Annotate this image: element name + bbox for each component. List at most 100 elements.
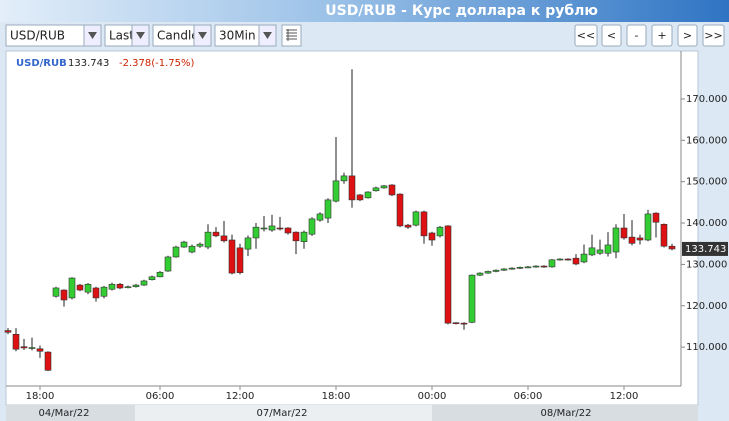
candle-body (428, 232, 436, 241)
candle-body (316, 213, 324, 221)
interval-value: 30Min (219, 29, 256, 43)
candle-body (340, 175, 348, 182)
candle-body (572, 257, 580, 265)
header-bar (0, 0, 729, 22)
candle-body (364, 191, 372, 199)
chart-type-value: Candle (157, 29, 199, 43)
chart-type-dropdown[interactable]: Candle (152, 24, 212, 47)
candle-body (252, 226, 260, 239)
candle-body (644, 213, 652, 241)
candle-body (580, 253, 588, 263)
candle-body (156, 271, 164, 278)
candle-body (540, 265, 548, 268)
nav-button-frame (702, 24, 725, 47)
candle-body (388, 184, 396, 196)
nav-button-label: - (635, 29, 639, 42)
candle-body (108, 283, 116, 290)
date-label: 07/Mar/22 (256, 408, 307, 419)
candle-body (180, 241, 188, 248)
y-tick-label: 120.000 (686, 301, 727, 312)
candle-body (76, 284, 84, 291)
candle-body (396, 193, 404, 227)
candle-body (588, 247, 596, 256)
y-tick-label: 170.000 (686, 94, 727, 105)
candle-body (412, 211, 420, 226)
candle-body (668, 245, 676, 250)
candle-body (620, 227, 628, 239)
nav-button[interactable]: - (626, 24, 647, 47)
nav-button[interactable]: + (651, 24, 673, 47)
y-tick-label: 110.000 (686, 342, 727, 353)
x-tick-label: 00:00 (418, 391, 447, 402)
candle-body (436, 226, 444, 237)
legend-last: 133.743 (68, 58, 109, 69)
symbol-dropdown[interactable]: USD/RUB (5, 24, 102, 47)
candle-body (484, 271, 492, 274)
x-tick-label: 18:00 (26, 391, 55, 402)
candle-body (140, 280, 148, 286)
candle-body (548, 259, 556, 268)
candle-body (532, 265, 540, 268)
last-price-tag (682, 241, 728, 256)
candle-body (500, 268, 508, 271)
date-band (6, 405, 135, 421)
candle-body (452, 322, 460, 325)
candle-body (420, 211, 428, 237)
candle-body (276, 227, 284, 230)
candle-body (516, 267, 524, 269)
candle-body (220, 235, 228, 242)
candle-body (404, 224, 412, 228)
nav-button-label: + (657, 29, 666, 42)
nav-button[interactable]: < (601, 24, 622, 47)
nav-button[interactable]: > (677, 24, 698, 47)
candle-body (148, 276, 156, 281)
candle-body (92, 287, 100, 299)
candle-body (236, 247, 244, 273)
y-tick-label: 150.000 (686, 177, 727, 188)
candle-body (4, 330, 12, 333)
candle-body (652, 212, 660, 223)
candle-body (228, 239, 236, 274)
price-type-dropdown[interactable]: Last (104, 24, 150, 47)
symbol-value: USD/RUB (10, 29, 65, 43)
candle-body (196, 243, 204, 247)
candle-body (124, 286, 132, 289)
nav-button-frame (651, 24, 673, 47)
candle-body (468, 274, 476, 323)
candle-body (324, 199, 332, 219)
candle-body (188, 245, 196, 253)
price-type-value: Last (109, 29, 134, 43)
candle-body (244, 237, 252, 250)
candle-body (284, 227, 292, 234)
nav-button-label: < (607, 29, 616, 42)
table-button[interactable] (281, 24, 302, 47)
candle-body (492, 269, 500, 272)
candle-body (84, 283, 92, 293)
candle-body (28, 347, 36, 349)
candle-body (116, 283, 124, 289)
candle-body (636, 237, 644, 241)
nav-button-label: >> (704, 29, 722, 42)
y-tick-label: 130.000 (686, 259, 727, 270)
candle-body (596, 249, 604, 254)
nav-button[interactable]: << (574, 24, 598, 47)
candle-body (204, 231, 212, 248)
x-tick-label: 06:00 (514, 391, 543, 402)
x-tick-label: 12:00 (226, 391, 255, 402)
nav-button-label: << (577, 29, 595, 42)
candle-body (508, 267, 516, 270)
candle-body (372, 187, 380, 192)
nav-button[interactable]: >> (702, 24, 725, 47)
candle-body (612, 227, 620, 253)
header-title: USD/RUB - Курс доллара к рублю (325, 3, 598, 19)
candle-body (212, 231, 220, 237)
interval-dropdown[interactable]: 30Min (214, 24, 277, 47)
date-band (432, 405, 698, 421)
candle-body (68, 277, 76, 299)
candle-body (20, 346, 28, 349)
candle-body (300, 231, 308, 242)
candle-body (132, 284, 140, 288)
last-price-label: 133.743 (685, 244, 726, 255)
candle-body (12, 334, 20, 350)
